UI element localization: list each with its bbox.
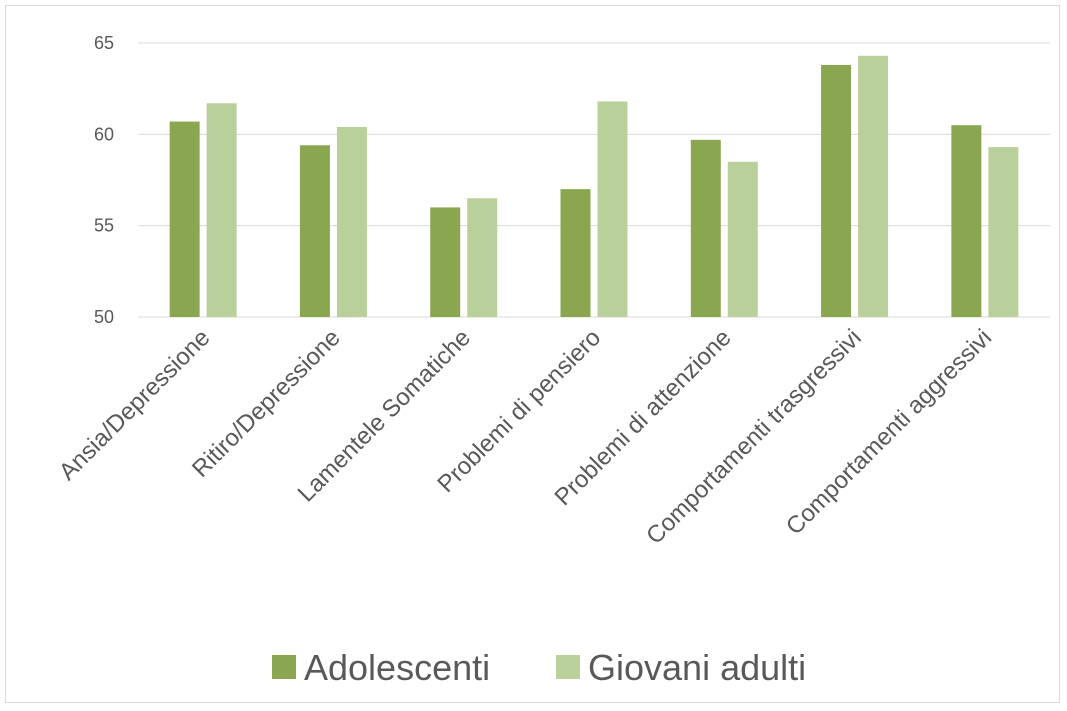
y-tick-label: 60 (94, 124, 114, 144)
category-labels: Ansia/DepressioneRitiro/DepressioneLamen… (54, 324, 997, 550)
bar-giovani-adulti (597, 101, 628, 317)
y-axis-tick-labels: 50 55 60 65 (94, 33, 114, 327)
legend: Adolescenti Giovani adulti (272, 647, 806, 688)
bar-giovani-adulti (858, 55, 889, 317)
bar-giovani-adulti (988, 147, 1019, 317)
legend-swatch (556, 655, 580, 679)
bars (169, 55, 1019, 318)
bar-giovani-adulti (336, 127, 367, 317)
gridlines (138, 42, 1050, 318)
bar-adolescenti (951, 125, 982, 317)
legend-label: Giovani adulti (588, 647, 806, 688)
y-tick-label: 65 (94, 33, 114, 53)
y-tick-label: 55 (94, 216, 114, 236)
bar-giovani-adulti (467, 198, 498, 317)
bar-adolescenti (560, 189, 591, 317)
legend-label: Adolescenti (304, 647, 490, 688)
legend-swatch (272, 655, 296, 679)
category-label: Comportamenti trasgressivi (641, 324, 867, 550)
bar-adolescenti (821, 64, 852, 317)
y-tick-label: 50 (94, 307, 114, 327)
bar-adolescenti (690, 139, 721, 317)
bar-giovani-adulti (727, 161, 758, 317)
category-label: Comportamenti aggressivi (781, 324, 997, 540)
bar-giovani-adulti (206, 103, 237, 317)
bar-adolescenti (169, 121, 200, 318)
bar-adolescenti (299, 145, 330, 317)
bar-adolescenti (430, 207, 461, 317)
